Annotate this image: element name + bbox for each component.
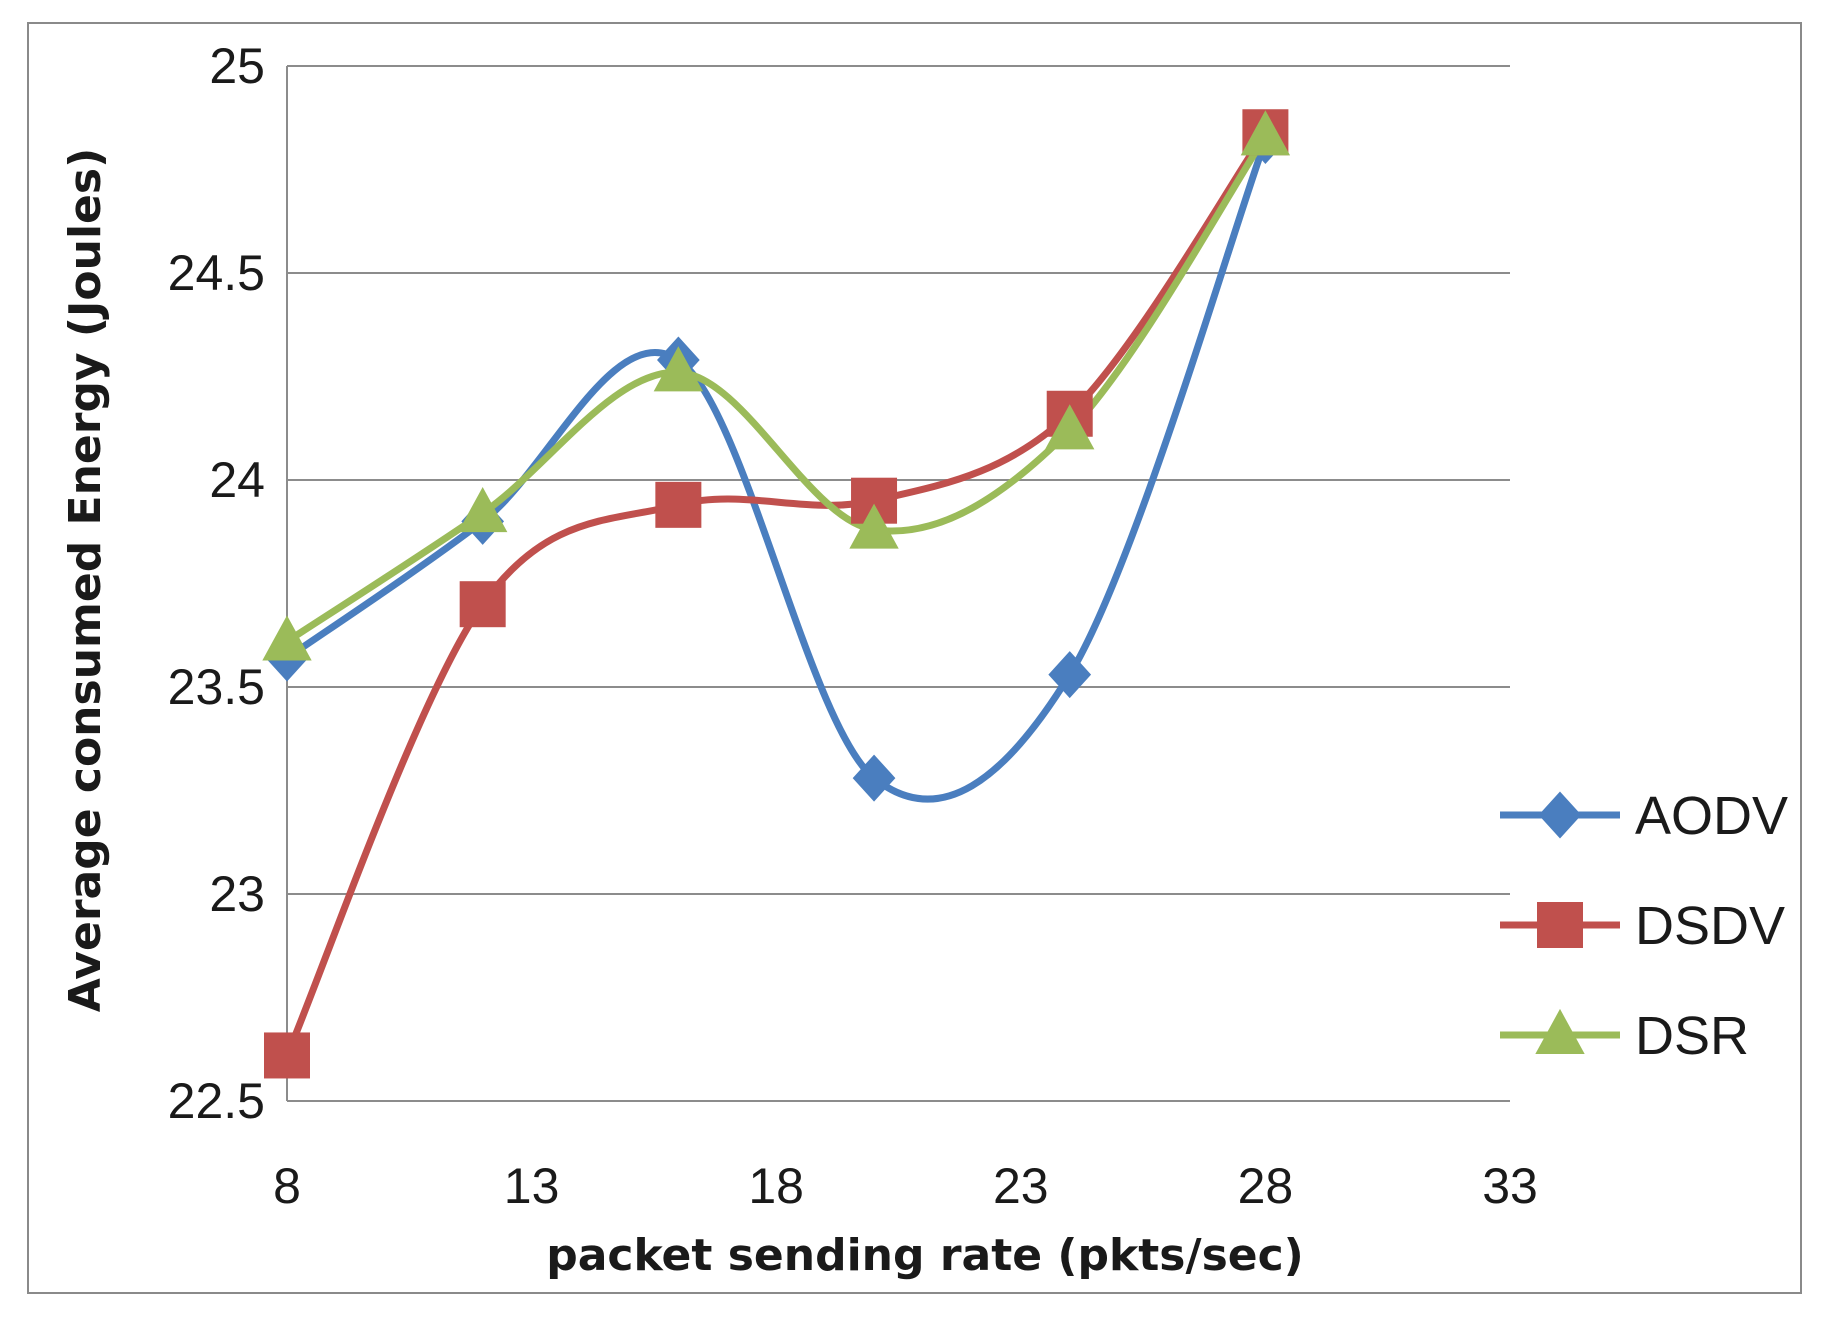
legend-marker-dsdv (1537, 902, 1583, 948)
y-tick-label: 22.5 (168, 1073, 265, 1129)
x-axis-title: packet sending rate (pkts/sec) (546, 1230, 1304, 1281)
x-tick-label: 33 (1482, 1158, 1538, 1214)
y-tick-label: 24.5 (168, 245, 265, 301)
data-point-dsr (849, 503, 899, 549)
legend-label-dsr: DSR (1635, 1006, 1749, 1066)
legend-marker-dsr (1535, 1008, 1585, 1054)
data-point-dsr (1045, 404, 1095, 450)
x-tick-label: 13 (504, 1158, 560, 1214)
data-point-dsr (457, 487, 508, 533)
y-tick-label: 25 (209, 38, 265, 94)
chart-frame (27, 22, 1802, 1294)
data-point-dsr (653, 346, 704, 392)
data-point-dsdv (264, 1032, 310, 1079)
data-point-dsdv (655, 481, 702, 528)
data-point-aodv (1048, 651, 1092, 699)
data-point-dsr (1240, 110, 1291, 156)
data-point-aodv (852, 754, 896, 802)
series-lines (262, 109, 1291, 1079)
y-axis-title: Average consumed Energy (Joules) (60, 148, 111, 1012)
data-point-dsdv (459, 581, 506, 628)
legend-marker-aodv (1538, 791, 1582, 839)
series-line-dsdv (283, 128, 1269, 1059)
y-tick-label: 23 (209, 866, 265, 922)
x-tick-label: 18 (748, 1158, 804, 1214)
x-tick-label: 28 (1238, 1158, 1294, 1214)
y-tick-label: 24 (209, 452, 265, 508)
y-axis-ticks: 22.5 23 23.5 24 24.5 25 (168, 38, 265, 1129)
legend-label-dsdv: DSDV (1635, 896, 1785, 956)
grid-lines (286, 65, 1510, 1102)
y-tick-label: 23.5 (168, 659, 265, 715)
x-tick-label: 8 (273, 1158, 301, 1214)
data-point-dsr (262, 615, 312, 661)
legend: AODV DSDV DSR (1500, 786, 1788, 1066)
legend-label-aodv: AODV (1635, 786, 1788, 846)
x-axis-ticks: 8 13 18 23 28 33 (273, 1158, 1538, 1214)
x-tick-label: 23 (993, 1158, 1049, 1214)
